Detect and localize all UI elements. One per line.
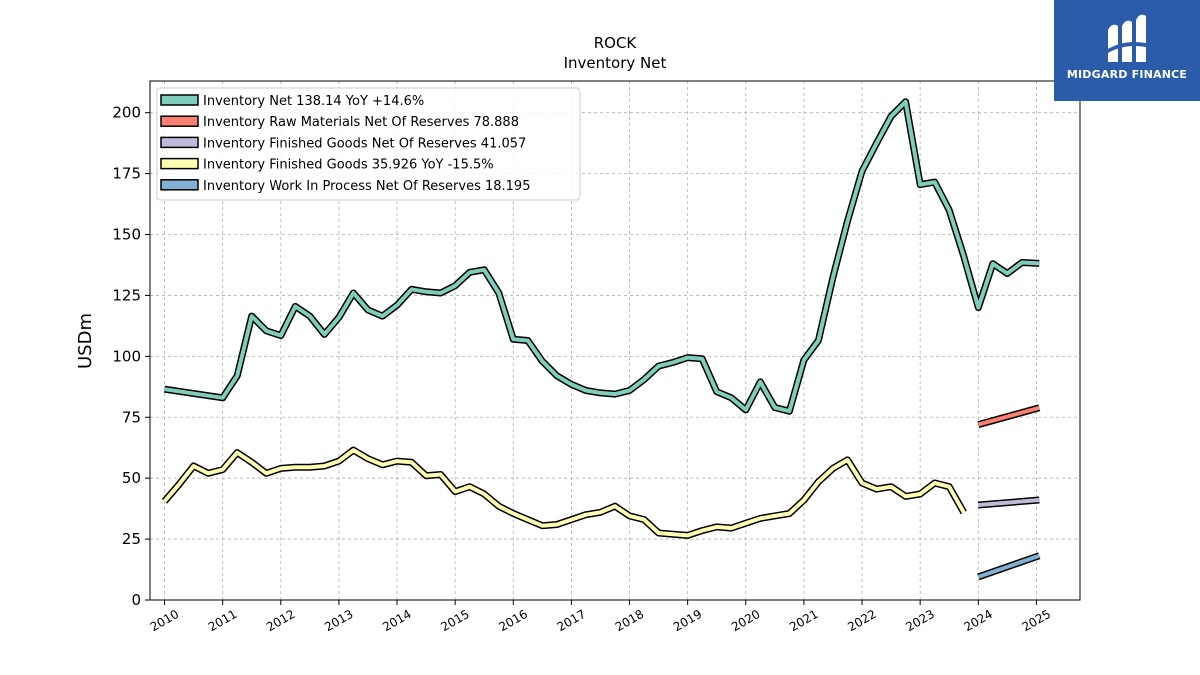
series-1 (977, 404, 1041, 428)
legend-label: Inventory Net 138.14 YoY +14.6% (203, 94, 424, 109)
series-4 (977, 552, 1041, 581)
y-tick-label: 50 (122, 469, 141, 487)
y-tick-label: 0 (131, 591, 141, 609)
series-line (164, 99, 1040, 414)
y-tick-label: 100 (112, 347, 141, 365)
y-tick-label: 75 (122, 408, 141, 426)
legend-swatch (160, 157, 199, 170)
plot-frame (149, 80, 1081, 601)
y-tick-label: 200 (112, 104, 141, 122)
series-2 (978, 496, 1040, 509)
brand-logo: MIDGARD FINANCE (1054, 0, 1200, 101)
legend-label: Inventory Raw Materials Net Of Reserves … (203, 115, 519, 130)
brand-name: MIDGARD FINANCE (1066, 68, 1188, 81)
series-line (978, 498, 1040, 507)
y-tick-label: 175 (112, 165, 141, 183)
legend-swatch (160, 179, 199, 191)
y-axis-label: USDm (75, 313, 96, 369)
legend-swatch (160, 115, 199, 127)
series-0 (163, 98, 1040, 415)
legend-swatch (160, 136, 199, 149)
legend-label: Inventory Work In Process Net Of Reserve… (203, 179, 530, 194)
legend-label: Inventory Finished Goods 35.926 YoY -15.… (203, 158, 494, 173)
legend-label: Inventory Finished Goods Net Of Reserves… (203, 136, 526, 151)
series-line (977, 553, 1040, 579)
series-line (977, 405, 1040, 427)
legend-box (156, 87, 581, 201)
legend-swatch (160, 94, 199, 106)
series-line (162, 448, 966, 538)
legend: Inventory Net 138.14 YoY +14.6% Inventory… (156, 87, 581, 201)
y-tick-label: 125 (112, 286, 141, 304)
y-tick-label: 150 (112, 226, 141, 244)
y-tick-label: 25 (122, 530, 141, 548)
series-lines (161, 98, 1041, 581)
series-3 (161, 446, 967, 539)
logo-mark-icon (1054, 0, 1200, 101)
chart-subtitle: Inventory Net (564, 54, 667, 72)
chart-title: ROCK (594, 34, 638, 52)
